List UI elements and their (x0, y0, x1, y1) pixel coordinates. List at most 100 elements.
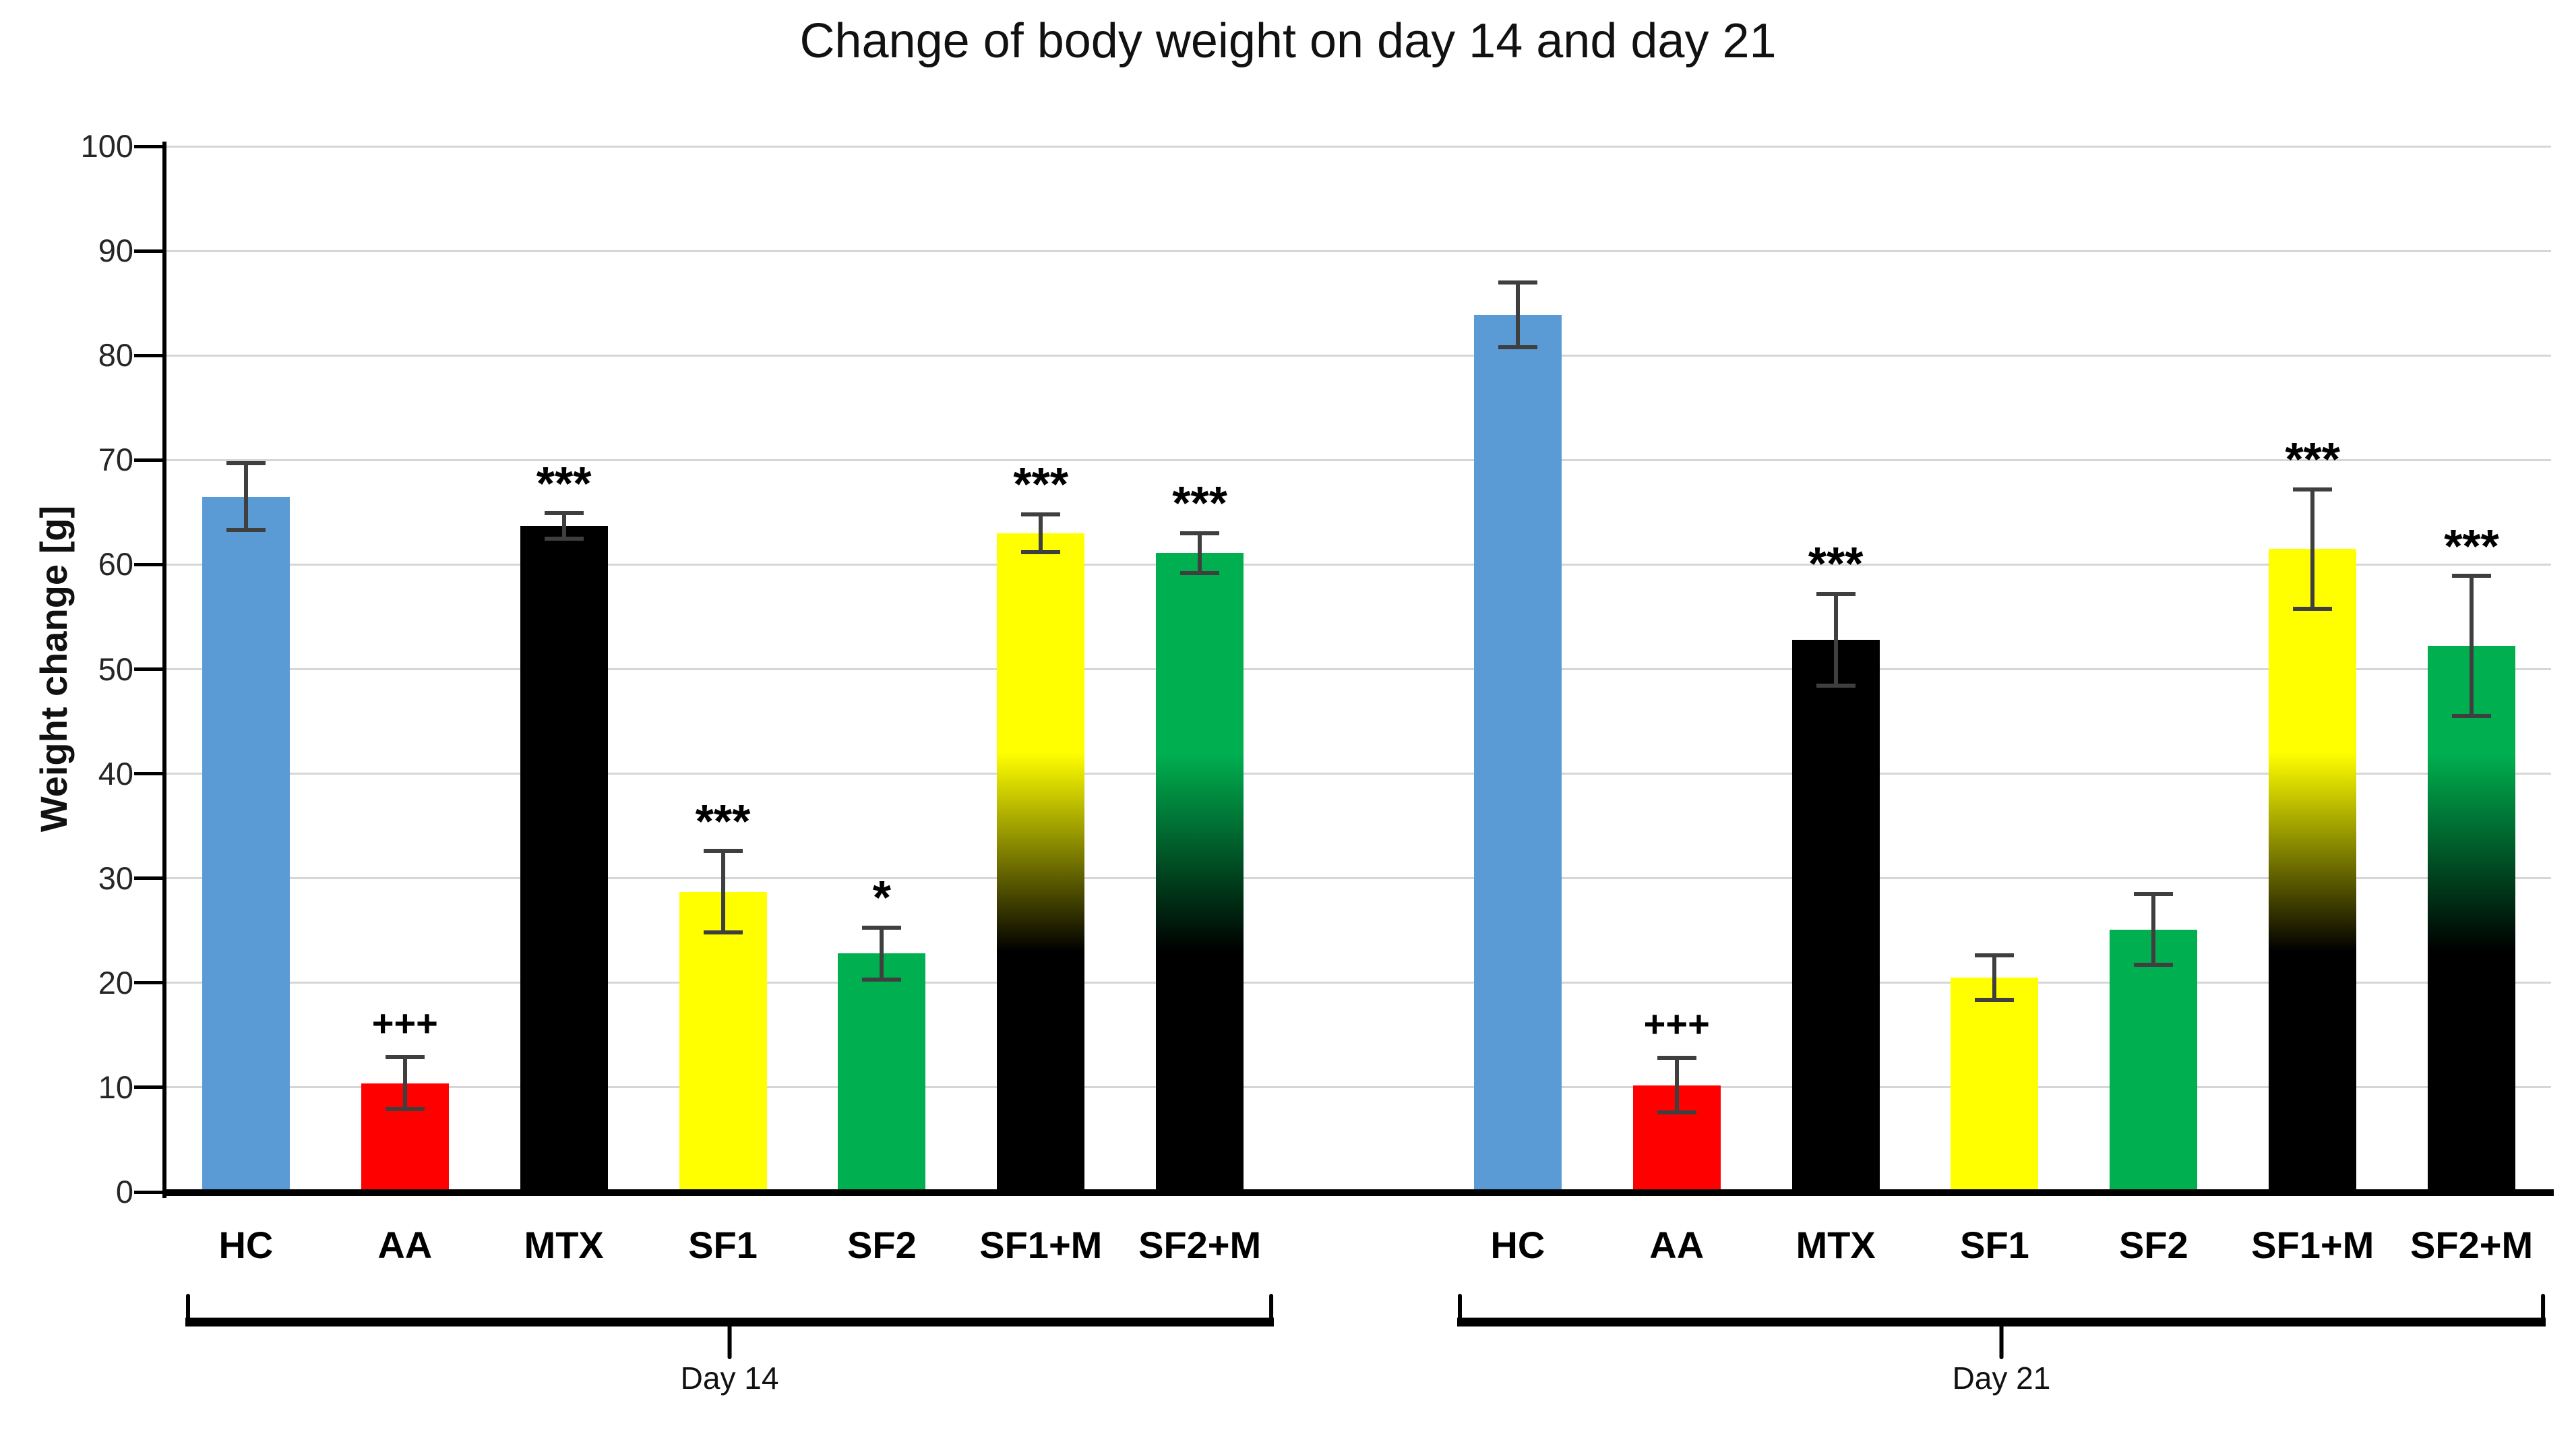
error-bar-cap-top-HC (226, 460, 266, 465)
gridline-60 (166, 563, 2551, 566)
bar-day21-HC (1473, 314, 1562, 1192)
x-category-label-SF2: SF2 (2118, 1224, 2188, 1266)
bar-day14-SF1 (679, 891, 767, 1192)
gridline-40 (166, 773, 2551, 775)
x-category-label-MTX: MTX (1796, 1224, 1876, 1266)
y-tick-40 (134, 772, 165, 776)
x-category-label-SF2: SF2 (847, 1224, 917, 1266)
error-bar-cap-top-MTX (544, 511, 584, 516)
x-category-label-SF1+M: SF1+M (2251, 1224, 2374, 1266)
bar-day14-SF2+M (1156, 553, 1244, 1192)
error-bar-line-SF2+M (2470, 576, 2474, 717)
significance-marker-SF2+M: *** (1172, 477, 1227, 530)
gridline-30 (166, 877, 2551, 880)
error-bar-cap-top-SF2 (862, 925, 902, 930)
error-bar-line-MTX (561, 513, 566, 539)
gridline-10 (166, 1086, 2551, 1089)
y-tick-80 (134, 353, 165, 357)
bar-day21-MTX (1791, 640, 1880, 1192)
y-tick-50 (134, 667, 165, 671)
x-category-label-MTX: MTX (524, 1224, 604, 1266)
bar-day21-SF1 (1951, 978, 2039, 1192)
y-tick-label-30: 30 (98, 860, 133, 896)
y-tick-100 (134, 144, 165, 148)
y-tick-0 (134, 1190, 165, 1194)
x-axis-baseline (162, 1189, 2554, 1196)
significance-marker-SF2: * (872, 871, 892, 924)
error-bar-cap-bottom-SF1 (1975, 997, 2015, 1002)
significance-marker-SF1+M: *** (1013, 458, 1069, 511)
error-bar-cap-top-SF1 (1975, 953, 2015, 958)
significance-marker-SF1: *** (695, 794, 751, 847)
error-bar-cap-bottom-HC (226, 528, 266, 533)
x-category-label-SF1: SF1 (1960, 1224, 2029, 1266)
error-bar-cap-top-SF2+M (2452, 574, 2492, 578)
error-bar-cap-bottom-MTX (1816, 684, 1856, 688)
gridline-50 (166, 668, 2551, 670)
significance-marker-AA: +++ (371, 1001, 438, 1044)
error-bar-line-HC (1515, 282, 1520, 347)
y-tick-label-40: 40 (98, 755, 133, 792)
y-tick-90 (134, 249, 165, 253)
y-tick-20 (134, 981, 165, 985)
x-category-label-HC: HC (1490, 1224, 1545, 1266)
error-bar-cap-top-SF2 (2134, 891, 2174, 896)
bar-day14-HC (202, 496, 290, 1192)
error-bar-line-SF1 (720, 851, 725, 933)
error-bar-line-MTX (1833, 593, 1838, 686)
y-tick-60 (134, 562, 165, 566)
bar-day14-SF2 (838, 953, 926, 1192)
error-bar-cap-bottom-SF1+M (1021, 549, 1061, 554)
error-bar-cap-top-AA (385, 1054, 425, 1059)
error-bar-line-SF2 (2151, 893, 2156, 965)
significance-marker-MTX: *** (536, 456, 592, 510)
error-bar-cap-bottom-SF1+M (2293, 606, 2333, 611)
plot-area: +++ *** *** * *** *** +++ *** *** *** (166, 145, 2551, 1192)
error-bar-line-SF2 (880, 927, 884, 980)
error-bar-cap-bottom-SF1 (703, 930, 743, 935)
x-category-label-AA: AA (1649, 1224, 1705, 1266)
error-bar-cap-top-MTX (1816, 591, 1856, 596)
group-bracket-day21 (1456, 1294, 2546, 1359)
bar-day14-SF1+M (997, 533, 1085, 1192)
error-bar-cap-top-AA (1657, 1056, 1696, 1061)
error-bar-line-AA (402, 1056, 407, 1110)
y-tick-label-80: 80 (98, 337, 133, 374)
x-category-label-AA: AA (377, 1224, 433, 1266)
group-label-day21: Day 21 (1952, 1361, 2051, 1396)
error-bar-cap-top-SF1+M (1021, 512, 1061, 516)
error-bar-cap-bottom-AA (385, 1107, 425, 1112)
x-category-label-SF2+M: SF2+M (2410, 1224, 2534, 1266)
x-category-label-SF2+M: SF2+M (1138, 1224, 1262, 1266)
x-category-label-SF1: SF1 (688, 1224, 758, 1266)
y-tick-label-60: 60 (98, 546, 133, 583)
error-bar-cap-bottom-SF2+M (2452, 714, 2492, 719)
x-category-label-HC: HC (218, 1224, 274, 1266)
error-bar-cap-bottom-SF2+M (1180, 570, 1220, 575)
y-tick-label-70: 70 (98, 442, 133, 478)
error-bar-cap-top-SF1 (703, 849, 743, 854)
group-label-day14: Day 14 (680, 1361, 779, 1396)
error-bar-cap-top-SF2+M (1180, 531, 1220, 535)
error-bar-cap-top-HC (1498, 280, 1537, 285)
error-bar-cap-top-SF1+M (2293, 487, 2333, 491)
error-bar-cap-bottom-SF2 (862, 978, 902, 982)
gridline-20 (166, 982, 2551, 984)
gridline-70 (166, 458, 2551, 461)
significance-marker-MTX: *** (1808, 537, 1864, 591)
error-bar-line-SF1+M (1039, 514, 1043, 552)
y-tick-70 (134, 458, 165, 462)
y-tick-label-90: 90 (98, 233, 133, 269)
bar-day21-SF1+M (2269, 549, 2357, 1192)
y-tick-30 (134, 876, 165, 881)
error-bar-line-SF1+M (2310, 489, 2315, 609)
y-tick-label-100: 100 (80, 128, 133, 164)
error-bar-line-HC (243, 463, 248, 531)
error-bar-line-AA (1674, 1058, 1679, 1113)
significance-marker-AA: +++ (1643, 1003, 1710, 1046)
x-category-label-SF1+M: SF1+M (979, 1224, 1103, 1266)
y-tick-10 (134, 1085, 165, 1090)
gridline-90 (166, 249, 2551, 252)
bar-day14-MTX (520, 526, 608, 1192)
significance-marker-SF2+M: *** (2444, 519, 2499, 572)
